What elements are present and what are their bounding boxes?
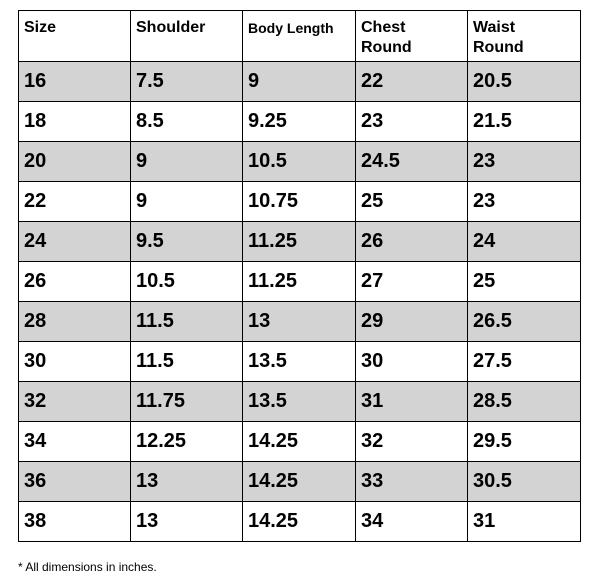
table-cell: 16	[18, 61, 131, 102]
table-cell: 23	[467, 181, 581, 222]
table-cell: 31	[355, 381, 468, 422]
table-cell: 22	[18, 181, 131, 222]
table-row: 26 10.5 11.25 27 25	[18, 261, 581, 302]
table-cell: 33	[355, 461, 468, 502]
table-body: 16 7.5 9 22 20.5 18 8.5 9.25 23 21.5 20 9 10.5 24.5 23…	[18, 61, 581, 542]
table-cell: 13.5	[242, 341, 356, 382]
table-cell: 11.25	[242, 261, 356, 302]
table-cell: 27.5	[467, 341, 581, 382]
table-cell: 32	[18, 381, 131, 422]
table-cell: 29	[355, 301, 468, 342]
table-row: 36 13 14.25 33 30.5	[18, 461, 581, 502]
table-cell: 9	[130, 181, 243, 222]
table-cell: 13	[242, 301, 356, 342]
table-cell: 13	[130, 461, 243, 502]
table-cell: 34	[18, 421, 131, 462]
table-cell: 20.5	[467, 61, 581, 102]
footnote: * All dimensions in inches.	[18, 560, 157, 574]
table-cell: 14.25	[242, 501, 356, 542]
table-cell: 12.25	[130, 421, 243, 462]
table-cell: 30.5	[467, 461, 581, 502]
table-cell: 10.5	[242, 141, 356, 182]
table-cell: 25	[355, 181, 468, 222]
table-cell: 24.5	[355, 141, 468, 182]
table-cell: 23	[355, 101, 468, 142]
table-cell: 28.5	[467, 381, 581, 422]
table-cell: 30	[18, 341, 131, 382]
table-cell: 25	[467, 261, 581, 302]
header-cell: Body Length	[242, 10, 356, 62]
table-cell: 11.25	[242, 221, 356, 262]
table-cell: 11.5	[130, 301, 243, 342]
table-cell: 21.5	[467, 101, 581, 142]
table-cell: 38	[18, 501, 131, 542]
table-cell: 34	[355, 501, 468, 542]
table-cell: 10.5	[130, 261, 243, 302]
table-cell: 36	[18, 461, 131, 502]
table-cell: 32	[355, 421, 468, 462]
table-cell: 9	[130, 141, 243, 182]
header-cell: Waist Round	[467, 10, 581, 62]
table-row: 20 9 10.5 24.5 23	[18, 141, 581, 182]
table-cell: 29.5	[467, 421, 581, 462]
table-row: 32 11.75 13.5 31 28.5	[18, 381, 581, 422]
table-cell: 24	[467, 221, 581, 262]
table-row: 16 7.5 9 22 20.5	[18, 61, 581, 102]
table-cell: 24	[18, 221, 131, 262]
table-row: 38 13 14.25 34 31	[18, 501, 581, 542]
table-cell: 9.25	[242, 101, 356, 142]
table-cell: 27	[355, 261, 468, 302]
table-cell: 26.5	[467, 301, 581, 342]
table-cell: 11.75	[130, 381, 243, 422]
table-cell: 31	[467, 501, 581, 542]
table-cell: 8.5	[130, 101, 243, 142]
table-cell: 14.25	[242, 461, 356, 502]
table-row: 18 8.5 9.25 23 21.5	[18, 101, 581, 142]
table-cell: 13	[130, 501, 243, 542]
table-cell: 11.5	[130, 341, 243, 382]
table-cell: 26	[355, 221, 468, 262]
table-row: 30 11.5 13.5 30 27.5	[18, 341, 581, 382]
header-cell: Chest Round	[355, 10, 468, 62]
table-cell: 20	[18, 141, 131, 182]
table-row: 24 9.5 11.25 26 24	[18, 221, 581, 262]
table-cell: 7.5	[130, 61, 243, 102]
table-cell: 13.5	[242, 381, 356, 422]
table-row: 34 12.25 14.25 32 29.5	[18, 421, 581, 462]
header-cell: Size	[18, 10, 131, 62]
header-row: Size Shoulder Body Length Chest Round Waist …	[18, 10, 581, 62]
table-header: Size Shoulder Body Length Chest Round Waist …	[18, 10, 581, 62]
table-cell: 18	[18, 101, 131, 142]
table-cell: 26	[18, 261, 131, 302]
table-row: 22 9 10.75 25 23	[18, 181, 581, 222]
table-cell: 14.25	[242, 421, 356, 462]
header-cell: Shoulder	[130, 10, 243, 62]
table-cell: 22	[355, 61, 468, 102]
table-cell: 30	[355, 341, 468, 382]
table-cell: 9.5	[130, 221, 243, 262]
table-cell: 23	[467, 141, 581, 182]
table-cell: 9	[242, 61, 356, 102]
size-table: Size Shoulder Body Length Chest Round Waist …	[18, 10, 581, 542]
table-row: 28 11.5 13 29 26.5	[18, 301, 581, 342]
table-cell: 28	[18, 301, 131, 342]
table-cell: 10.75	[242, 181, 356, 222]
